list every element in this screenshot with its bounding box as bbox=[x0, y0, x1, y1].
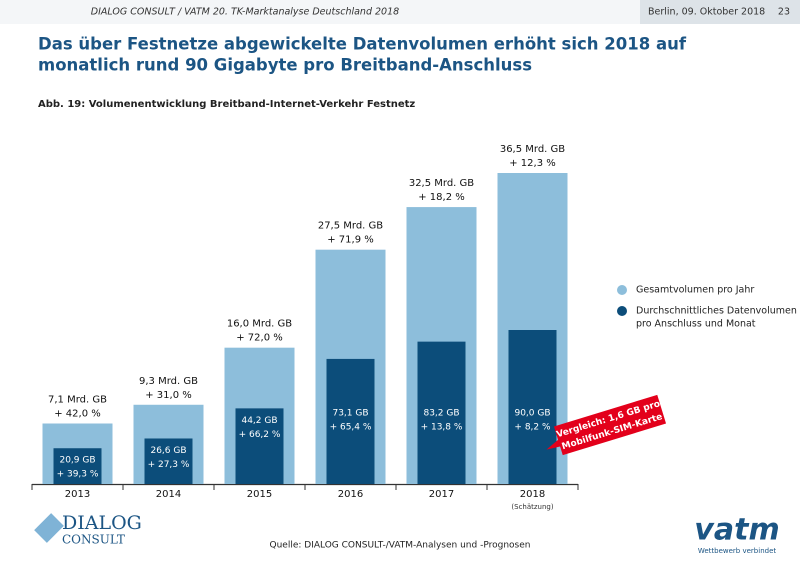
growth-label: + 31,0 % bbox=[145, 390, 192, 401]
growth-label: + 39,3 % bbox=[57, 470, 99, 480]
bar bbox=[53, 448, 102, 484]
x-tick-label: 2014 bbox=[156, 489, 181, 500]
legend-label: Durchschnittliches Datenvolumen bbox=[636, 306, 797, 317]
chart-title: monatlich rund 90 Gigabyte pro Breitband… bbox=[38, 56, 532, 75]
value-label: 36,5 Mrd. GB bbox=[500, 144, 565, 155]
legend-label: pro Anschluss und Monat bbox=[636, 319, 756, 330]
x-tick-label: 2016 bbox=[338, 489, 363, 500]
x-tick-label: 2017 bbox=[429, 489, 454, 500]
x-tick-note: (Schätzung) bbox=[511, 503, 553, 511]
growth-label: + 13,8 % bbox=[421, 423, 463, 433]
value-label: 20,9 GB bbox=[59, 456, 95, 466]
value-label: 9,3 Mrd. GB bbox=[139, 376, 198, 387]
source: Quelle: DIALOG CONSULT-/VATM-Analysen un… bbox=[270, 541, 531, 551]
growth-label: + 65,4 % bbox=[330, 423, 372, 433]
legend-label: Gesamtvolumen pro Jahr bbox=[636, 285, 754, 296]
bar bbox=[144, 438, 193, 484]
bar bbox=[235, 408, 284, 484]
page-number: 23 bbox=[778, 7, 790, 18]
growth-label: + 12,3 % bbox=[509, 158, 556, 169]
value-label: 7,1 Mrd. GB bbox=[48, 395, 107, 406]
chart-title: Das über Festnetze abgewickelte Datenvol… bbox=[38, 35, 687, 54]
header-date-box bbox=[640, 0, 800, 24]
chart-subtitle: Abb. 19: Volumenentwicklung Breitband-In… bbox=[38, 99, 415, 110]
growth-label: + 18,2 % bbox=[418, 192, 465, 203]
value-label: 27,5 Mrd. GB bbox=[318, 221, 383, 232]
value-label: 32,5 Mrd. GB bbox=[409, 178, 474, 189]
header-text: DIALOG CONSULT / VATM 20. TK-Marktanalys… bbox=[91, 7, 399, 18]
logo-icon bbox=[34, 513, 64, 543]
legend-swatch bbox=[617, 285, 627, 295]
value-label: 73,1 GB bbox=[332, 409, 368, 419]
growth-label: + 72,0 % bbox=[236, 333, 283, 344]
x-tick-label: 2015 bbox=[247, 489, 272, 500]
value-label: 90,0 GB bbox=[514, 409, 550, 419]
logo-vatm: vatm bbox=[694, 513, 779, 548]
x-tick-label: 2018 bbox=[520, 489, 545, 500]
header-date: Berlin, 09. Oktober 2018 bbox=[648, 7, 765, 18]
annotation-box bbox=[546, 394, 667, 456]
bar bbox=[417, 341, 466, 484]
growth-label: + 8,2 % bbox=[514, 423, 551, 433]
value-label: 26,6 GB bbox=[150, 446, 186, 456]
bar bbox=[508, 330, 557, 484]
growth-label: + 71,9 % bbox=[327, 235, 374, 246]
growth-label: + 42,0 % bbox=[54, 409, 101, 420]
value-label: 44,2 GB bbox=[241, 416, 277, 426]
x-tick-label: 2013 bbox=[65, 489, 90, 500]
logo-tagline: Wettbewerb verbindet bbox=[698, 547, 777, 555]
logo-consult: CONSULT bbox=[62, 533, 125, 547]
growth-label: + 66,2 % bbox=[239, 430, 281, 440]
legend-swatch bbox=[617, 306, 627, 316]
value-label: 16,0 Mrd. GB bbox=[227, 319, 292, 330]
logo-dialog: DIALOG bbox=[62, 512, 142, 534]
value-label: 83,2 GB bbox=[423, 409, 459, 419]
growth-label: + 27,3 % bbox=[148, 460, 190, 470]
bar bbox=[326, 358, 375, 484]
